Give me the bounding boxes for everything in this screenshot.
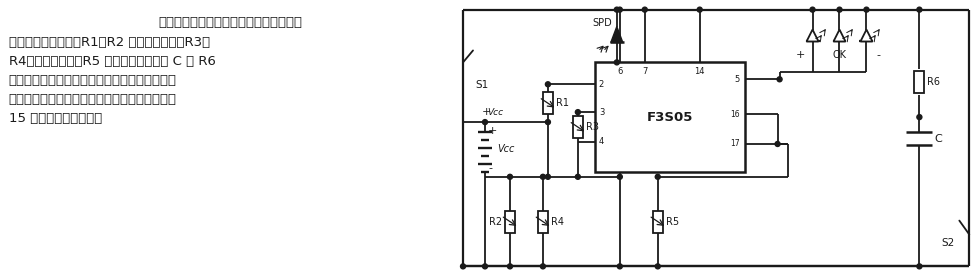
Bar — [543, 92, 553, 114]
Text: R4: R4 — [551, 217, 564, 227]
Polygon shape — [806, 30, 819, 42]
Circle shape — [483, 264, 488, 269]
Text: R5: R5 — [666, 217, 679, 227]
Circle shape — [655, 174, 660, 179]
Circle shape — [916, 264, 922, 269]
Text: 5: 5 — [734, 75, 740, 84]
Text: R3: R3 — [586, 122, 599, 132]
Text: 14: 14 — [694, 67, 705, 76]
Text: C: C — [934, 134, 942, 143]
Text: S2: S2 — [941, 238, 955, 248]
Text: 4: 4 — [599, 137, 604, 147]
Circle shape — [777, 77, 782, 82]
Circle shape — [697, 7, 702, 12]
Text: 6: 6 — [617, 67, 622, 76]
Polygon shape — [610, 27, 623, 42]
Circle shape — [614, 7, 619, 12]
Text: Vcc: Vcc — [497, 144, 515, 155]
Bar — [573, 116, 583, 138]
Circle shape — [545, 174, 551, 179]
Polygon shape — [861, 30, 873, 42]
Text: 15 秒，然后自动关断。: 15 秒，然后自动关断。 — [9, 112, 102, 125]
Text: F3S05: F3S05 — [646, 111, 693, 124]
Circle shape — [507, 264, 513, 269]
Text: +: + — [488, 126, 497, 136]
Circle shape — [545, 120, 551, 125]
Text: 为延时元件。该电路具有电源保持和自动关断功: 为延时元件。该电路具有电源保持和自动关断功 — [9, 74, 176, 87]
Circle shape — [540, 174, 545, 179]
Circle shape — [614, 60, 619, 65]
Circle shape — [775, 142, 780, 147]
Bar — [538, 211, 548, 232]
Circle shape — [540, 264, 545, 269]
Circle shape — [507, 174, 513, 179]
Bar — [595, 62, 745, 172]
Text: +: + — [482, 107, 491, 117]
Polygon shape — [834, 30, 845, 42]
Text: R1: R1 — [556, 98, 568, 108]
Text: S1: S1 — [475, 80, 488, 90]
Circle shape — [483, 120, 488, 125]
Circle shape — [864, 7, 869, 12]
Text: -: - — [877, 50, 880, 60]
Circle shape — [575, 110, 580, 115]
Text: R4用于光圈调节，R5 为线性调节，电容 C 和 R6: R4用于光圈调节，R5 为线性调节，电容 C 和 R6 — [9, 55, 215, 68]
Text: 能，在测光检查时手指离开测光按鈕后继续点亮: 能，在测光检查时手指离开测光按鈕后继续点亮 — [9, 93, 176, 106]
Text: 具有电源保持和自动关断功能的照相机测: 具有电源保持和自动关断功能的照相机测 — [158, 16, 302, 29]
Text: 3: 3 — [599, 108, 604, 117]
Text: 光电路　　电路中，R1、R2 用于快门调节，R3、: 光电路 电路中，R1、R2 用于快门调节，R3、 — [9, 35, 210, 48]
Text: OK: OK — [833, 50, 846, 60]
Circle shape — [810, 7, 815, 12]
Bar — [653, 211, 663, 232]
Text: 2: 2 — [599, 80, 604, 89]
Circle shape — [916, 7, 922, 12]
Text: Vcc: Vcc — [487, 108, 503, 117]
Circle shape — [837, 7, 842, 12]
Text: R6: R6 — [927, 77, 940, 87]
Circle shape — [545, 82, 551, 87]
Text: +: + — [796, 50, 805, 60]
Circle shape — [655, 264, 660, 269]
Circle shape — [617, 174, 622, 179]
Circle shape — [575, 174, 580, 179]
Circle shape — [643, 7, 647, 12]
Text: R2: R2 — [488, 217, 502, 227]
Circle shape — [617, 7, 622, 12]
Bar — [505, 211, 515, 232]
Bar — [915, 71, 924, 93]
Text: 17: 17 — [730, 140, 740, 148]
Text: 16: 16 — [730, 110, 740, 119]
Circle shape — [916, 115, 922, 120]
Text: 7: 7 — [643, 67, 647, 76]
Text: -: - — [488, 163, 492, 173]
Circle shape — [617, 264, 622, 269]
Circle shape — [460, 264, 465, 269]
Text: SPD: SPD — [592, 17, 612, 28]
